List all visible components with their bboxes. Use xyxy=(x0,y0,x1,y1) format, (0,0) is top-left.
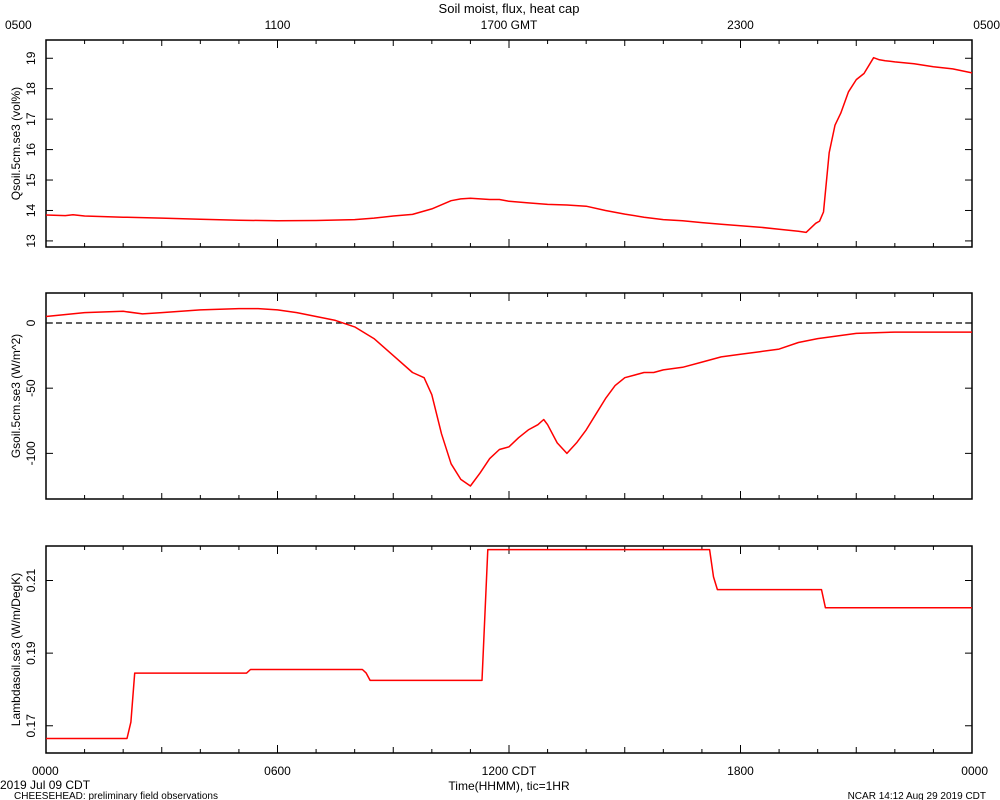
y-axis-label: Lambdasoil.se3 (W/m/DegK) xyxy=(9,573,23,726)
bottom-tick-label: 1200 CDT xyxy=(482,764,537,778)
y-tick-label: 19 xyxy=(24,51,38,65)
series-line xyxy=(45,56,973,234)
y-tick-label: 16 xyxy=(24,143,38,157)
y-tick-label: 15 xyxy=(24,173,38,187)
footer-project: CHEESEHEAD: preliminary field observatio… xyxy=(14,791,218,800)
panel-frame xyxy=(45,39,973,248)
y-tick-label: 0.19 xyxy=(24,641,38,665)
y-tick-label: 0 xyxy=(24,319,38,326)
panel-frame xyxy=(45,545,973,754)
y-axis-label: Gsoil.5cm.se3 (W/m^2) xyxy=(9,334,23,458)
bottom-tick-label: 1800 xyxy=(727,764,754,778)
top-tick-label: 1700 GMT xyxy=(481,18,538,32)
bottom-axis-tick-labels: 0000 0600 1200 CDT 1800 0000 xyxy=(32,764,988,778)
top-tick-label: 1100 xyxy=(265,18,291,32)
chart-panels: 13 14 15 16 17 18 19 Qsoil.5cm.se3 (vol%) 0 -50 -1… xyxy=(9,39,973,754)
series-line xyxy=(45,307,972,487)
top-tick-label: 0500 xyxy=(5,18,32,32)
y-axis-label: Qsoil.5cm.se3 (vol%) xyxy=(9,87,23,200)
y-tick-label: 13 xyxy=(24,234,38,248)
footer-credit: NCAR 14:12 Aug 29 2019 CDT xyxy=(848,791,986,800)
y-tick-label: 17 xyxy=(24,112,38,126)
y-tick-label: -100 xyxy=(24,441,38,465)
x-axis-label: Time(HHMM), tic=1HR xyxy=(448,779,570,793)
y-tick-label: 18 xyxy=(24,82,38,96)
panel-1: 13 14 15 16 17 18 19 Qsoil.5cm.se3 (vol%) xyxy=(9,39,973,248)
y-tick-label: 0.17 xyxy=(24,714,38,738)
chart-title: Soil moist, flux, heat cap xyxy=(439,1,580,16)
y-tick-label: 0.21 xyxy=(24,568,38,592)
y-tick-label: -50 xyxy=(24,379,38,397)
series-line xyxy=(46,548,972,740)
panel-frame xyxy=(45,292,973,500)
bottom-tick-label: 0600 xyxy=(264,764,291,778)
top-tick-label: 2300 xyxy=(727,18,754,32)
footer-date: 2019 Jul 09 CDT xyxy=(0,778,91,792)
top-tick-label: 0500 xyxy=(973,18,1000,32)
bottom-tick-label: 0000 xyxy=(32,764,59,778)
y-tick-label: 14 xyxy=(24,203,38,217)
top-axis-tick-labels: 0500 1100 1700 GMT 2300 0500 xyxy=(5,18,1000,32)
bottom-tick-label: 0000 xyxy=(961,764,988,778)
